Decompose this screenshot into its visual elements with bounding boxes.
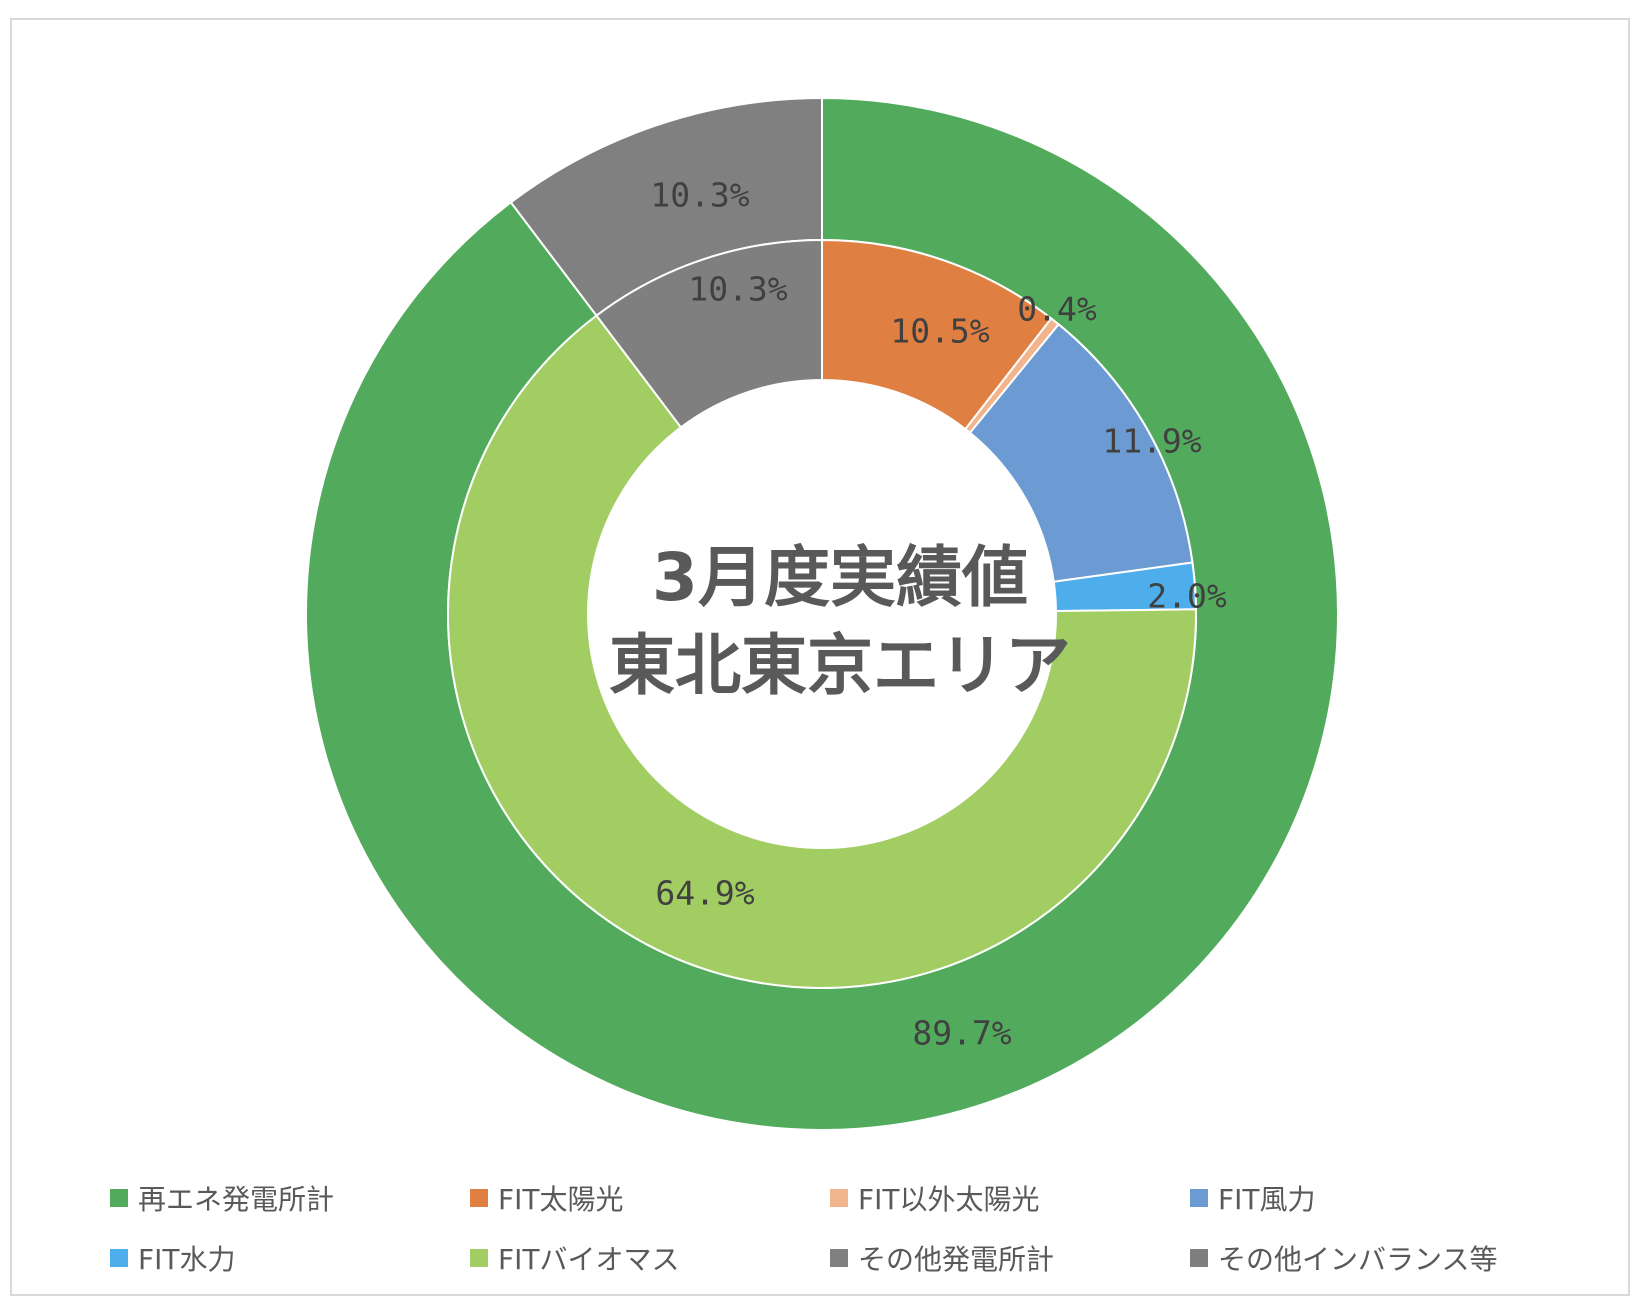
legend-item-other-plants-total: その他発電所計 (830, 1238, 1190, 1278)
legend-swatch (830, 1189, 848, 1207)
chart-title-line-1: 3月度実績値 (652, 539, 1028, 616)
legend-label: その他発電所計 (858, 1243, 1055, 1276)
chart-title: 3月度実績値 東北東京エリア (540, 534, 1140, 724)
legend-swatch (470, 1189, 488, 1207)
legend-label: FIT水力 (138, 1243, 236, 1276)
legend-item-other-imbalance: その他インバランス等 (1190, 1238, 1550, 1278)
inner-ring-label-0: 10.5% (890, 312, 989, 351)
outer-ring-label-1: 10.3% (650, 176, 749, 215)
legend-swatch (110, 1189, 128, 1207)
legend-item-fit-wind: FIT風力 (1190, 1178, 1550, 1218)
inner-ring-label-1: 0.4% (1017, 290, 1097, 329)
legend-item-renewable-total: 再エネ発電所計 (110, 1178, 470, 1218)
chart-title-line-2: 東北東京エリア (609, 627, 1071, 704)
inner-ring-slice-4 (447, 314, 1197, 989)
legend-label: 再エネ発電所計 (138, 1183, 335, 1216)
legend-swatch (110, 1249, 128, 1267)
legend-item-fit-hydro: FIT水力 (110, 1238, 470, 1278)
outer-ring-label-0: 89.7% (912, 1014, 1011, 1053)
legend-item-non-fit-solar: FIT以外太陽光 (830, 1178, 1190, 1218)
legend-label: FITバイオマス (498, 1243, 680, 1276)
legend-label: その他インバランス等 (1218, 1243, 1498, 1276)
legend-item-fit-biomass: FITバイオマス (470, 1238, 830, 1278)
legend-swatch (470, 1249, 488, 1267)
legend: 再エネ発電所計 FIT太陽光 FIT以外太陽光 FIT風力 FIT水力 FITバ… (110, 1168, 1570, 1288)
legend-row-2: FIT水力 FITバイオマス その他発電所計 その他インバランス等 (110, 1228, 1570, 1288)
inner-ring-label-2: 11.9% (1102, 422, 1201, 461)
inner-ring-slice-5 (595, 238, 823, 429)
legend-swatch (1190, 1189, 1208, 1207)
inner-ring-label-4: 64.9% (655, 874, 754, 913)
legend-label: FIT風力 (1218, 1183, 1316, 1216)
legend-item-fit-solar: FIT太陽光 (470, 1178, 830, 1218)
legend-swatch (1190, 1249, 1208, 1267)
legend-label: FIT以外太陽光 (858, 1183, 1040, 1216)
legend-row-1: 再エネ発電所計 FIT太陽光 FIT以外太陽光 FIT風力 (110, 1168, 1570, 1228)
inner-ring-label-5: 10.3% (688, 270, 787, 309)
legend-label: FIT太陽光 (498, 1183, 624, 1216)
legend-swatch (830, 1249, 848, 1267)
